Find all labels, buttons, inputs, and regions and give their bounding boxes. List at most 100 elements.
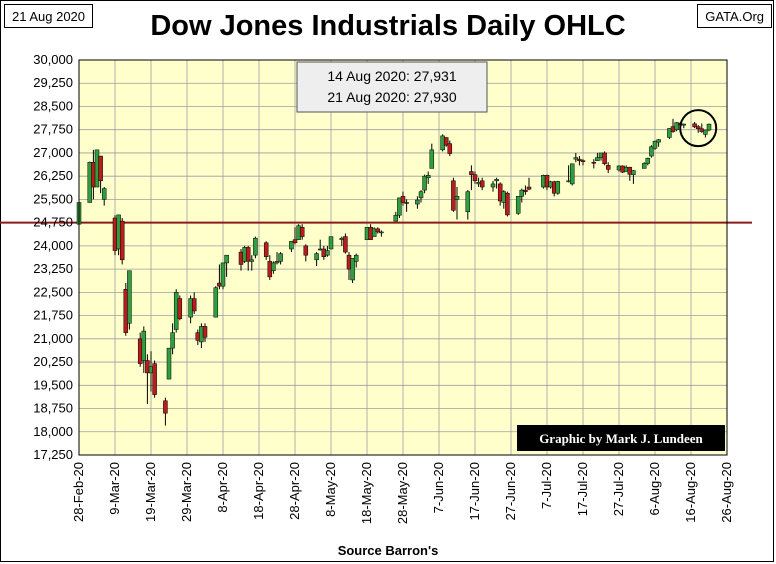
x-tick-label: 16-Aug-20 (683, 462, 698, 523)
x-tick-label: 17-Jul-20 (575, 462, 590, 516)
x-tick-label: 6-Aug-20 (647, 462, 662, 515)
candle-body (692, 123, 697, 128)
candle-body (98, 155, 103, 182)
candle-body (631, 170, 636, 175)
candle-body (652, 140, 658, 149)
x-tick-label: 18-Apr-20 (251, 462, 266, 520)
candle-body (605, 165, 611, 170)
candle-body (695, 126, 701, 130)
candle-body (703, 129, 708, 135)
candle-body (404, 202, 409, 204)
highlight-circle (679, 109, 718, 148)
x-tick-label: 7-Jul-20 (539, 462, 554, 509)
y-tick-label: 20,250 (33, 354, 73, 369)
candle-body (415, 199, 420, 205)
candle-body (325, 250, 330, 256)
credit-box: Graphic by Mark J. Lundeen (517, 425, 725, 451)
candle-body (289, 240, 294, 250)
candle-body (375, 228, 381, 233)
y-tick-label: 28,500 (33, 98, 73, 113)
candle-body (526, 186, 532, 190)
candle-body (422, 175, 427, 191)
candle-body (400, 196, 406, 203)
candle-body (667, 128, 672, 138)
candle-body (595, 157, 600, 161)
candle-body (163, 400, 168, 414)
candle-body (353, 254, 359, 262)
annotation-box: 14 Aug 2020: 27,931 21 Aug 2020: 27,930 (296, 61, 488, 113)
candle-body (191, 298, 197, 312)
y-tick-label: 19,500 (33, 377, 73, 392)
candle-body (278, 253, 283, 262)
date-label: 21 Aug 2020 (4, 4, 94, 28)
candle-body (170, 332, 175, 349)
y-tick-label: 18,000 (33, 424, 73, 439)
candle-body (674, 122, 679, 130)
candle-body (141, 330, 147, 361)
x-tick-label: 27-Jun-20 (503, 462, 518, 521)
x-tick-label: 7-Jun-20 (431, 462, 446, 513)
x-tick-label: 8-Apr-20 (215, 462, 230, 513)
candle-body (681, 123, 687, 126)
candle-body (249, 259, 255, 262)
candle-body (393, 214, 399, 222)
candle-body (303, 245, 309, 256)
candle-body (465, 191, 471, 213)
candle-body (224, 254, 229, 264)
candle-body (602, 152, 607, 165)
candle-body (274, 261, 280, 264)
candle-body (343, 236, 348, 253)
candle-body (555, 181, 561, 194)
y-tick-label: 27,750 (33, 122, 73, 137)
x-tick-label: 28-May-20 (395, 462, 410, 524)
candle-body (505, 192, 510, 216)
y-tick-label: 24,000 (33, 238, 73, 253)
candle-body (454, 196, 460, 200)
candle-body (202, 326, 208, 338)
candle-body (451, 180, 456, 211)
candle-body (519, 189, 525, 197)
credit-text: Graphic by Mark J. Lundeen (539, 431, 703, 446)
candle-body (569, 163, 575, 185)
candle-body (152, 363, 157, 395)
plot-border (78, 59, 728, 456)
candle-body (350, 258, 355, 281)
candle-body (213, 287, 219, 318)
candle-body (371, 228, 377, 237)
candle-body (425, 174, 431, 178)
candle-body (443, 137, 449, 146)
y-tick-label: 25,500 (33, 191, 73, 206)
y-tick-label: 29,250 (33, 75, 73, 90)
candle-body (101, 188, 107, 200)
candle-body (591, 161, 597, 164)
candle-body (494, 179, 499, 182)
x-tick-label: 29-Mar-20 (179, 462, 194, 522)
site-label: GATA.Org (697, 4, 772, 28)
candle-body (645, 157, 651, 164)
candle-body (166, 347, 172, 380)
annotation-line-1: 14 Aug 2020: 27,931 (327, 68, 456, 84)
x-tick-label: 8-May-20 (323, 462, 338, 517)
candle-body (656, 139, 661, 143)
annotation-line-2: 21 Aug 2020: 27,930 (327, 89, 456, 105)
y-tick-label: 23,250 (33, 261, 73, 276)
y-tick-label: 24,750 (33, 215, 73, 230)
candle-body (245, 247, 251, 262)
y-tick-label: 30,000 (33, 52, 73, 67)
y-tick-label: 27,000 (33, 145, 73, 160)
candle-body (577, 158, 582, 161)
candle-body (479, 180, 485, 188)
credit-background (517, 425, 725, 451)
candle-body (649, 146, 654, 157)
y-tick-label: 21,750 (33, 308, 73, 323)
candle-body (490, 183, 496, 188)
candle-body (328, 236, 334, 250)
candle-body (253, 237, 258, 256)
y-tick-label: 21,000 (33, 331, 73, 346)
x-tick-label: 28-Apr-20 (287, 462, 302, 520)
y-tick-label: 17,250 (33, 447, 73, 462)
x-tick-labels: 28-Feb-20 9-Mar-20 19-Mar-20 29-Mar-20 8-Apr… (71, 462, 734, 524)
candle-body (397, 197, 402, 216)
y-tick-labels: 17,250 18,000 18,750 19,500 20,250 21,000 21,7… (33, 52, 73, 462)
